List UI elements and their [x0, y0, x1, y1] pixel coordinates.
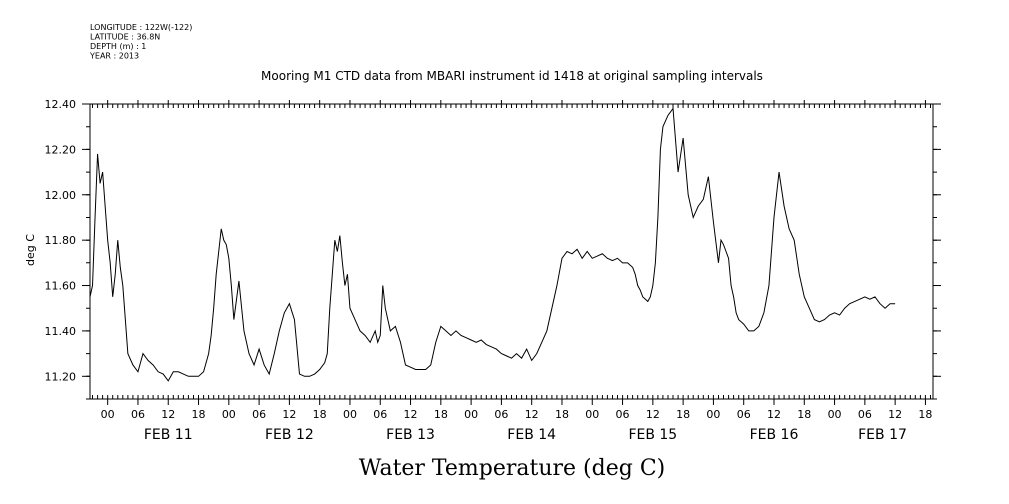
x-tick-label: 12 [767, 408, 781, 421]
y-axis-label: deg C [24, 234, 37, 266]
y-axis-ticks: 11.20 11.40 11.60 11.80 12.00 12.20 12.40 [45, 98, 941, 383]
x-tick-label: 12 [404, 408, 418, 421]
day-label: FEB 13 [386, 427, 435, 443]
x-tick-label: 00 [706, 408, 720, 421]
x-tick-label: 06 [252, 408, 266, 421]
x-tick-label: 06 [131, 408, 145, 421]
x-tick-label: 06 [858, 408, 872, 421]
x-tick-label: 06 [737, 408, 751, 421]
x-tick-label: 00 [585, 408, 599, 421]
minor-ticks [86, 103, 937, 400]
y-tick-label: 11.20 [45, 370, 77, 383]
x-tick-label: 12 [646, 408, 660, 421]
x-tick-label: 12 [525, 408, 539, 421]
x-tick-label: 06 [373, 408, 387, 421]
day-label: FEB 17 [858, 427, 907, 443]
x-tick-label: 18 [918, 408, 932, 421]
x-tick-label: 18 [313, 408, 327, 421]
x-tick-label: 18 [555, 408, 569, 421]
day-label: FEB 16 [750, 427, 799, 443]
x-axis-title: Water Temperature (deg C) [359, 456, 666, 481]
meta-line: YEAR : 2013 [89, 52, 139, 61]
series-line-water-temperature [89, 107, 896, 382]
x-tick-label: 00 [464, 408, 478, 421]
minor-tick-marks [86, 103, 937, 400]
x-tick-label: 06 [494, 408, 508, 421]
y-tick-label: 11.60 [45, 280, 77, 293]
meta-line: LATITUDE : 36.8N [90, 33, 160, 42]
x-tick-label: 12 [888, 408, 902, 421]
metadata-block: LONGITUDE : 122W(-122)LATITUDE : 36.8NDE… [89, 23, 192, 61]
meta-line: DEPTH (m) : 1 [90, 42, 146, 51]
y-tick-label: 11.40 [45, 325, 77, 338]
x-tick-label: 18 [676, 408, 690, 421]
x-tick-label: 18 [192, 408, 206, 421]
y-tick-label: 12.40 [45, 98, 77, 111]
day-label: FEB 12 [265, 427, 314, 443]
x-tick-label: 00 [828, 408, 842, 421]
day-label: FEB 11 [144, 427, 193, 443]
x-tick-label: 12 [161, 408, 175, 421]
x-axis-ticks: 00 06 12 18 00 06 12 18 00 06 12 18 00 06 12 18 00 06 12 18… [101, 100, 932, 421]
day-label: FEB 15 [628, 427, 677, 443]
chart-title: Mooring M1 CTD data from MBARI instrumen… [261, 69, 763, 83]
x-tick-label: 00 [343, 408, 357, 421]
y-tick-label: 11.80 [45, 234, 77, 247]
x-tick-label: 06 [616, 408, 630, 421]
x-axis-day-labels: FEB 11 FEB 12 FEB 13 FEB 14 FEB 15 FEB 16 FEB … [144, 427, 907, 443]
meta-line: LONGITUDE : 122W(-122) [90, 23, 192, 32]
day-label: FEB 14 [507, 427, 556, 443]
plot-frame [89, 103, 934, 400]
y-tick-label: 12.00 [45, 189, 77, 202]
x-tick-label: 18 [434, 408, 448, 421]
x-tick-label: 12 [282, 408, 296, 421]
x-tick-label: 00 [101, 408, 115, 421]
y-tick-label: 12.20 [45, 143, 77, 156]
x-tick-label: 18 [797, 408, 811, 421]
x-tick-label: 00 [222, 408, 236, 421]
